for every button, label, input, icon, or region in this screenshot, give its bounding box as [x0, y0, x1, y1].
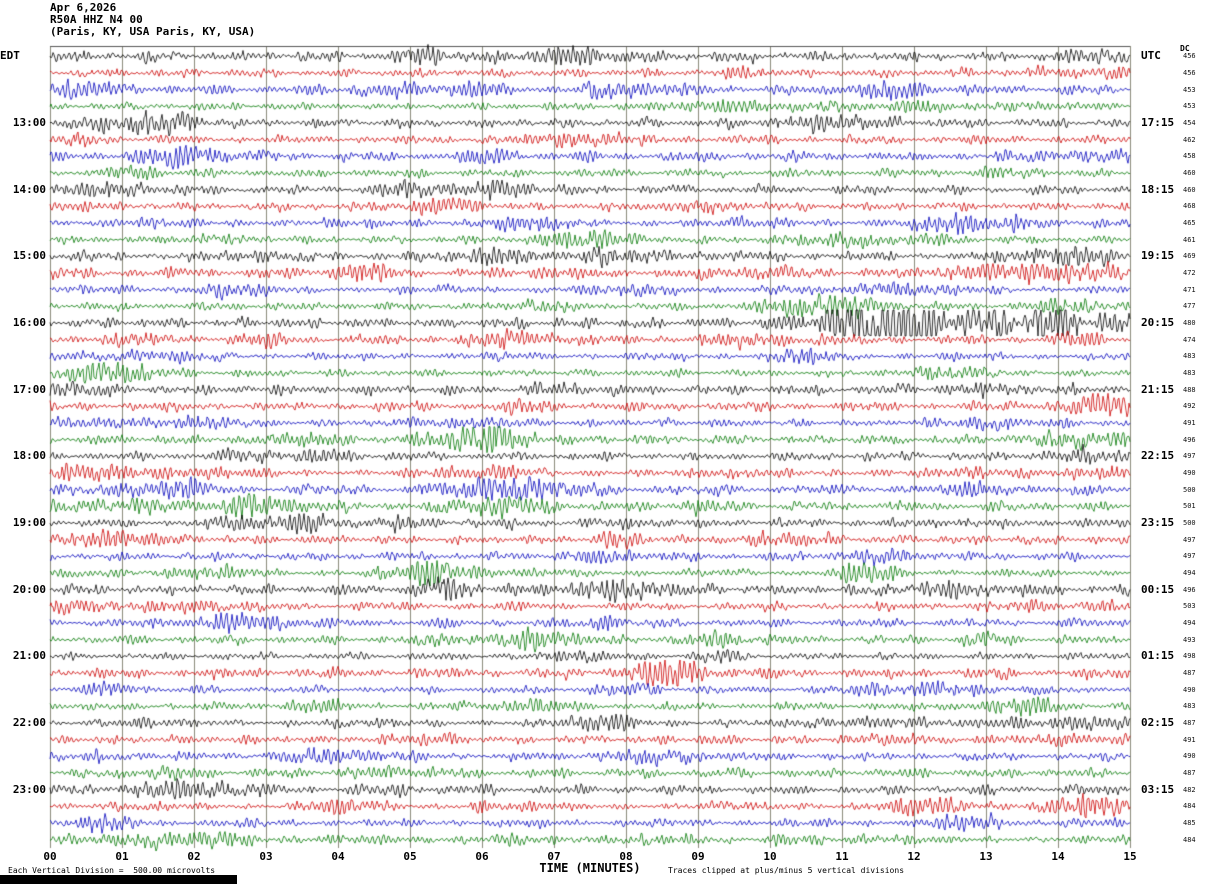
footer-clip-note: Traces clipped at plus/minus 5 vertical … [668, 866, 905, 875]
dc-value: 472 [1183, 269, 1196, 277]
dc-value: 460 [1183, 186, 1196, 194]
dc-value: 465 [1183, 219, 1196, 227]
dc-value: 500 [1183, 519, 1196, 527]
dc-value: 496 [1183, 586, 1196, 594]
dc-value: 453 [1183, 102, 1196, 110]
right-time-label: 17:15 [1141, 116, 1175, 129]
right-time-label: 22:15 [1141, 449, 1175, 462]
dc-value: 487 [1183, 719, 1196, 727]
x-tick-label: 00 [43, 850, 57, 863]
dc-value: 496 [1183, 436, 1196, 444]
left-time-label: 13:00 [12, 116, 46, 129]
left-time-label: 17:00 [12, 383, 46, 396]
x-tick-label: 12 [907, 850, 921, 863]
x-tick-label: 04 [331, 850, 345, 863]
left-time-label: 22:00 [12, 716, 46, 729]
dc-value: 493 [1183, 636, 1196, 644]
right-time-label: 18:15 [1141, 183, 1175, 196]
dc-value: 497 [1183, 452, 1196, 460]
x-axis-title: TIME (MINUTES) [539, 861, 641, 875]
x-tick-label: 14 [1051, 850, 1065, 863]
dc-value: 490 [1183, 752, 1196, 760]
dc-value: 494 [1183, 619, 1196, 627]
x-tick-label: 09 [691, 850, 705, 863]
x-tick-label: 11 [835, 850, 849, 863]
dc-value: 477 [1183, 302, 1196, 310]
dc-column-label: DC [1180, 44, 1190, 53]
right-time-label: 02:15 [1141, 716, 1175, 729]
x-tick-label: 10 [763, 850, 777, 863]
dc-value: 491 [1183, 419, 1196, 427]
dc-value: 483 [1183, 702, 1196, 710]
dc-value: 482 [1183, 786, 1196, 794]
right-time-label: 00:15 [1141, 583, 1175, 596]
right-time-label: 20:15 [1141, 316, 1175, 329]
dc-value: 468 [1183, 202, 1196, 210]
dc-value: 480 [1183, 319, 1196, 327]
x-tick-label: 08 [619, 850, 633, 863]
dc-value: 488 [1183, 386, 1196, 394]
dc-value: 462 [1183, 136, 1196, 144]
footer-scale-note: Each Vertical Division = 500.00 microvol… [8, 866, 216, 875]
dc-value: 497 [1183, 536, 1196, 544]
left-time-label: 18:00 [12, 449, 46, 462]
left-time-label: 21:00 [12, 649, 46, 662]
dc-value: 484 [1183, 836, 1196, 844]
dc-value: 485 [1183, 819, 1196, 827]
dc-value: 498 [1183, 652, 1196, 660]
dc-value: 471 [1183, 286, 1196, 294]
dc-value: 453 [1183, 86, 1196, 94]
dc-value: 501 [1183, 502, 1196, 510]
dc-value: 456 [1183, 52, 1196, 60]
right-axis-label: UTC [1141, 49, 1161, 62]
x-tick-label: 07 [547, 850, 561, 863]
dc-value: 500 [1183, 486, 1196, 494]
dc-value: 492 [1183, 402, 1196, 410]
right-time-label: 21:15 [1141, 383, 1175, 396]
dc-value: 456 [1183, 69, 1196, 77]
left-time-label: 20:00 [12, 583, 46, 596]
header-station: R50A HHZ N4 00 [50, 13, 143, 26]
dc-value: 483 [1183, 352, 1196, 360]
dc-value: 487 [1183, 769, 1196, 777]
header-location: (Paris, KY, USA Paris, KY, USA) [50, 25, 256, 38]
right-time-label: 19:15 [1141, 249, 1175, 262]
footer-black-bar [0, 875, 237, 884]
left-time-label: 16:00 [12, 316, 46, 329]
dc-value: 484 [1183, 802, 1196, 810]
right-time-label: 01:15 [1141, 649, 1175, 662]
header-date: Apr 6,2026 [50, 1, 117, 14]
x-tick-label: 05 [403, 850, 417, 863]
left-axis-label: EDT [0, 49, 20, 62]
dc-value: 494 [1183, 569, 1196, 577]
dc-value: 503 [1183, 602, 1196, 610]
dc-value: 458 [1183, 152, 1196, 160]
dc-value: 497 [1183, 552, 1196, 560]
left-time-label: 19:00 [12, 516, 46, 529]
dc-value: 490 [1183, 469, 1196, 477]
x-tick-label: 13 [979, 850, 993, 863]
dc-value: 469 [1183, 252, 1196, 260]
x-tick-label: 02 [187, 850, 201, 863]
left-time-label: 15:00 [12, 249, 46, 262]
dc-value: 491 [1183, 736, 1196, 744]
dc-value: 490 [1183, 686, 1196, 694]
dc-value: 461 [1183, 236, 1196, 244]
left-time-label: 14:00 [12, 183, 46, 196]
x-tick-label: 03 [259, 850, 273, 863]
right-time-label: 03:15 [1141, 783, 1175, 796]
left-time-label: 23:00 [12, 783, 46, 796]
x-tick-label: 06 [475, 850, 489, 863]
right-time-label: 23:15 [1141, 516, 1175, 529]
dc-value: 454 [1183, 119, 1196, 127]
dc-value: 474 [1183, 336, 1196, 344]
x-tick-label: 15 [1123, 850, 1137, 863]
dc-value: 460 [1183, 169, 1196, 177]
dc-value: 483 [1183, 369, 1196, 377]
x-tick-label: 01 [115, 850, 129, 863]
dc-value: 487 [1183, 669, 1196, 677]
